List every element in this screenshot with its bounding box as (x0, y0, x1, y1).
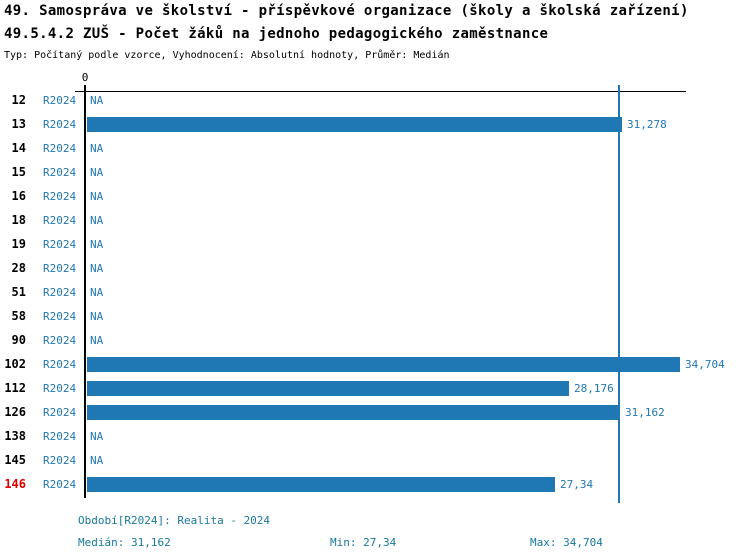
row-category-label: 13 (11, 117, 26, 131)
row-category-label: 14 (11, 141, 26, 155)
bar (87, 477, 555, 492)
row-category-label: 112 (4, 381, 26, 395)
bar (87, 405, 620, 420)
row-period-label: R2024 (43, 214, 77, 227)
row-category-label: 146 (4, 477, 26, 491)
bar (87, 357, 680, 372)
chart-title-line2: 49.5.4.2 ZUŠ - Počet žáků na jednoho ped… (4, 26, 549, 42)
bar-value-label: 31,162 (625, 406, 665, 419)
bar-value-label: 31,278 (627, 118, 667, 131)
row-na-value: NA (90, 286, 104, 299)
bar (87, 117, 622, 132)
row-na-value: NA (90, 262, 104, 275)
row-period-label: R2024 (43, 142, 77, 155)
row-period-label: R2024 (43, 454, 77, 467)
row-category-label: 19 (11, 237, 26, 251)
axis-zero-tick-label: 0 (81, 71, 89, 84)
row-category-label: 16 (11, 189, 26, 203)
row-period-label: R2024 (43, 382, 77, 395)
footer-max-label: Max: 34,704 (530, 536, 603, 549)
row-na-value: NA (90, 238, 104, 251)
row-na-value: NA (90, 190, 104, 203)
bar (87, 381, 569, 396)
row-period-label: R2024 (43, 262, 77, 275)
row-period-label: R2024 (43, 334, 77, 347)
row-category-label: 90 (11, 333, 26, 347)
value-axis-line (75, 91, 686, 92)
row-period-label: R2024 (43, 166, 77, 179)
chart-subtitle: Typ: Počítaný podle vzorce, Vyhodnocení:… (4, 50, 450, 61)
row-category-label: 28 (11, 261, 26, 275)
category-axis-line (84, 85, 86, 498)
row-category-label: 51 (11, 285, 26, 299)
row-period-label: R2024 (43, 310, 77, 323)
row-na-value: NA (90, 310, 104, 323)
bar-value-label: 34,704 (685, 358, 725, 371)
row-period-label: R2024 (43, 406, 77, 419)
footer-period-label: Období[R2024]: Realita - 2024 (78, 514, 271, 527)
median-reference-line (618, 85, 620, 503)
row-category-label: 102 (4, 357, 26, 371)
row-period-label: R2024 (43, 94, 77, 107)
row-period-label: R2024 (43, 430, 77, 443)
row-category-label: 138 (4, 429, 26, 443)
footer-median-label: Medián: 31,162 (78, 536, 171, 549)
row-na-value: NA (90, 214, 104, 227)
row-na-value: NA (90, 430, 104, 443)
row-category-label: 18 (11, 213, 26, 227)
row-period-label: R2024 (43, 478, 77, 491)
row-period-label: R2024 (43, 118, 77, 131)
row-period-label: R2024 (43, 286, 77, 299)
chart-title-line1: 49. Samospráva ve školství - příspěvkové… (4, 3, 689, 19)
row-category-label: 145 (4, 453, 26, 467)
row-na-value: NA (90, 142, 104, 155)
row-period-label: R2024 (43, 238, 77, 251)
row-category-label: 126 (4, 405, 26, 419)
row-category-label: 58 (11, 309, 26, 323)
bar-value-label: 27,34 (560, 478, 594, 491)
row-na-value: NA (90, 454, 104, 467)
row-na-value: NA (90, 334, 104, 347)
row-na-value: NA (90, 94, 104, 107)
row-na-value: NA (90, 166, 104, 179)
row-category-label: 15 (11, 165, 26, 179)
footer-min-label: Min: 27,34 (330, 536, 397, 549)
row-category-label: 12 (11, 93, 26, 107)
row-period-label: R2024 (43, 358, 77, 371)
row-period-label: R2024 (43, 190, 77, 203)
bar-value-label: 28,176 (574, 382, 614, 395)
